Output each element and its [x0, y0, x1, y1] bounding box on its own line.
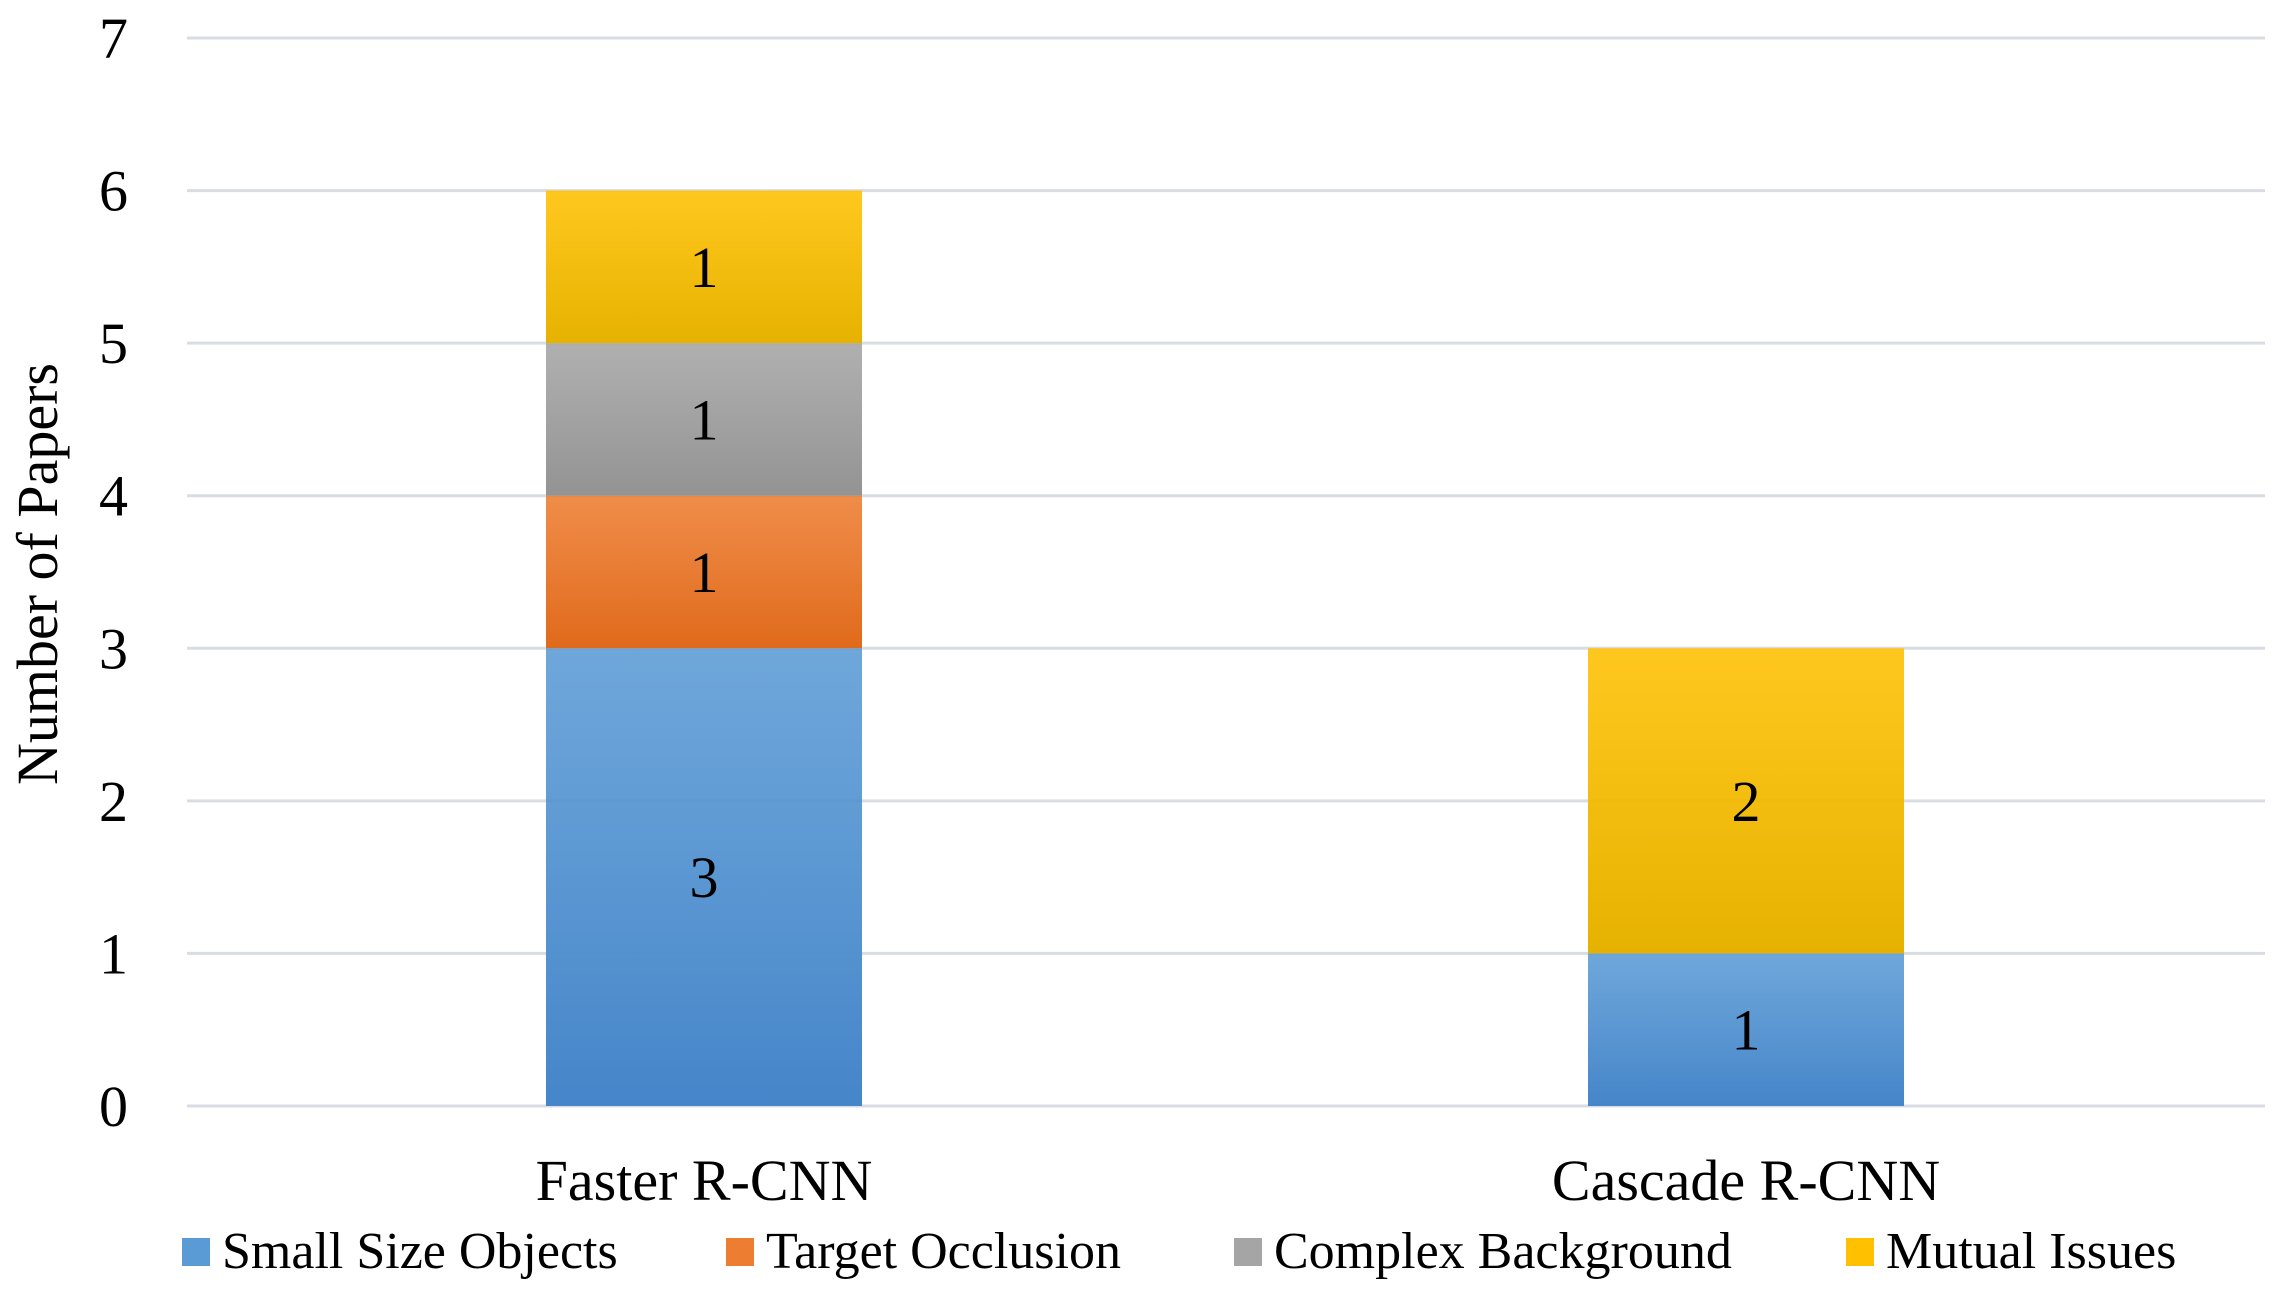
y-tick-label-0: 0 [99, 1074, 128, 1139]
x-axis-categories: Faster R-CNN Cascade R-CNN [536, 1148, 1940, 1213]
gridlines [187, 36, 2265, 1108]
data-label-faster-r-cnn-target-occlusion: 1 [690, 540, 719, 605]
bar-cascade-r-cnn-small-size-objects [1588, 953, 1904, 1106]
legend: Small Size Objects Target Occlusion Comple… [182, 1223, 2176, 1280]
y-tick-label-3: 3 [99, 616, 128, 681]
bar-faster-r-cnn-complex-background [546, 343, 862, 496]
x-category-label-cascade-r-cnn: Cascade R-CNN [1552, 1148, 1940, 1213]
legend-label-target-occlusion: Target Occlusion [766, 1223, 1121, 1280]
y-axis-ticks: 0 1 2 3 4 5 6 7 [99, 6, 128, 1139]
y-tick-label-7: 7 [99, 6, 128, 71]
x-category-label-faster-r-cnn: Faster R-CNN [536, 1148, 873, 1213]
data-label-faster-r-cnn-small-size-objects: 3 [690, 845, 719, 910]
legend-label-mutual-issues: Mutual Issues [1886, 1223, 2176, 1280]
legend-swatch-mutual-issues [1846, 1238, 1874, 1266]
y-tick-label-4: 4 [99, 464, 128, 529]
bar-faster-r-cnn-small-size-objects [546, 648, 862, 1106]
bar-cascade-r-cnn-mutual-issues [1588, 648, 1904, 954]
legend-swatch-complex-background [1234, 1238, 1262, 1266]
legend-label-complex-background: Complex Background [1274, 1223, 1732, 1280]
y-tick-label-1: 1 [99, 921, 128, 986]
y-axis-title: Number of Papers [5, 363, 70, 785]
data-label-cascade-r-cnn-mutual-issues: 2 [1732, 769, 1761, 834]
data-label-faster-r-cnn-complex-background: 1 [690, 387, 719, 452]
bars: 3 1 1 1 1 2 [546, 190, 1904, 1106]
data-label-cascade-r-cnn-small-size-objects: 1 [1732, 998, 1761, 1063]
bar-faster-r-cnn-mutual-issues [546, 190, 862, 344]
data-label-faster-r-cnn-mutual-issues: 1 [690, 235, 719, 300]
y-tick-label-2: 2 [99, 769, 128, 834]
legend-swatch-target-occlusion [726, 1238, 754, 1266]
legend-swatch-small-size-objects [182, 1238, 210, 1266]
bar-faster-r-cnn-target-occlusion [546, 495, 862, 649]
y-tick-label-5: 5 [99, 311, 128, 376]
legend-label-small-size-objects: Small Size Objects [222, 1223, 618, 1280]
y-tick-label-6: 6 [99, 159, 128, 224]
